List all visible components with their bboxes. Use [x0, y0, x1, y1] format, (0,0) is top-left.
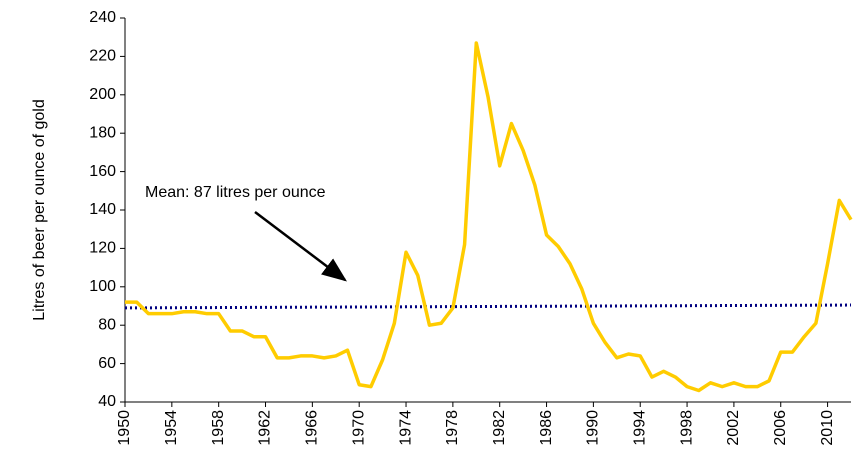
y-tick-label: 40 — [98, 393, 116, 410]
x-tick-label: 1966 — [304, 410, 321, 446]
x-tick-label: 1970 — [350, 410, 367, 446]
x-tick-label: 1982 — [491, 410, 508, 446]
y-tick-label: 200 — [89, 86, 116, 103]
x-tick-label: 1986 — [538, 410, 555, 446]
y-tick-label: 80 — [98, 316, 116, 333]
x-tick-label: 1990 — [585, 410, 602, 446]
mean-line — [124, 303, 852, 310]
x-tick-label: 1978 — [444, 410, 461, 446]
y-tick-label: 140 — [89, 201, 116, 218]
mean-arrow — [254, 211, 347, 282]
x-tick-label: 2006 — [772, 410, 789, 446]
x-tick-label: 1958 — [210, 410, 227, 446]
x-tick-label: 1954 — [163, 410, 180, 446]
y-axis-title: Litres of beer per ounce of gold — [31, 99, 48, 320]
y-tick-label: 180 — [89, 124, 116, 141]
y-tick-label: 60 — [98, 355, 116, 372]
x-tick-label: 1994 — [631, 410, 648, 446]
y-tick-label: 160 — [89, 163, 116, 180]
x-tick-label: 1998 — [678, 410, 695, 446]
x-tick-label: 1950 — [116, 410, 133, 446]
data-line — [125, 41, 853, 393]
x-tick-label: 2010 — [819, 410, 836, 446]
y-tick-label: 220 — [89, 48, 116, 65]
x-tick-label: 1962 — [257, 410, 274, 446]
x-tick-label: 1974 — [397, 410, 414, 446]
y-tick-label: 120 — [89, 240, 116, 257]
y-tick-label: 100 — [89, 278, 116, 295]
y-tick-label: 240 — [89, 9, 116, 26]
x-tick-label: 2002 — [725, 410, 742, 446]
mean-label: Mean: 87 litres per ounce — [145, 184, 326, 201]
